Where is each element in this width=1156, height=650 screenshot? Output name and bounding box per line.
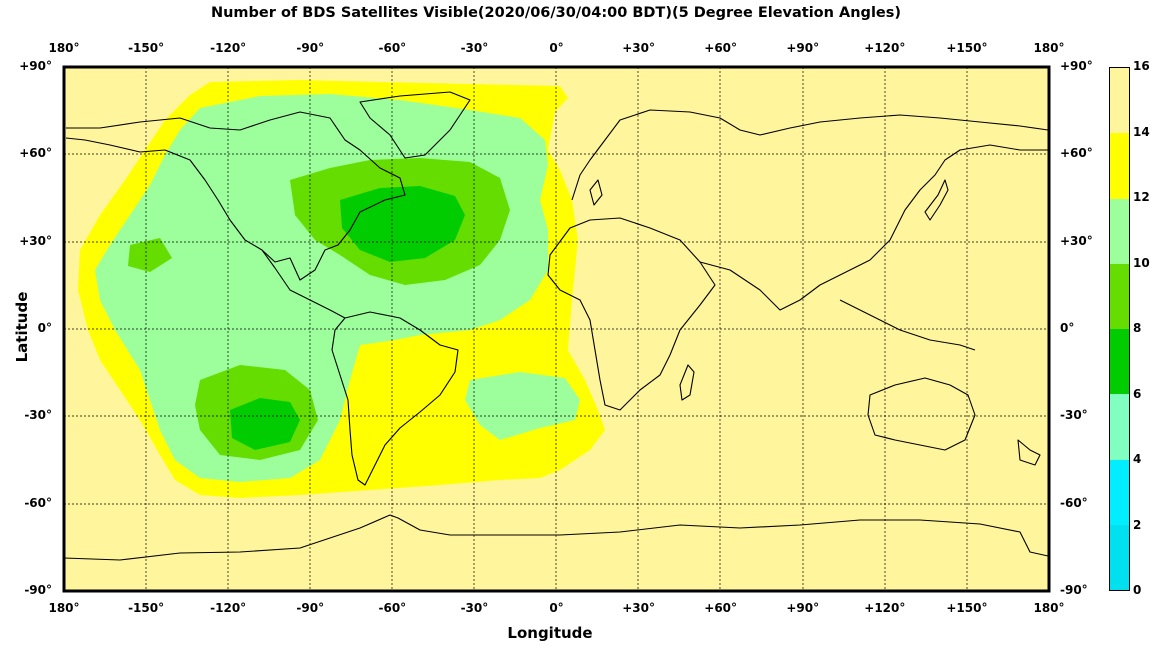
lon-tick-top: +60°: [704, 41, 738, 55]
colorbar-tick: 0: [1133, 583, 1142, 597]
lon-tick-top: -30°: [460, 41, 489, 55]
region-6-8-south-pacific: [230, 398, 300, 450]
coast-greenland: [359, 91, 471, 159]
colorbar-tick: 4: [1133, 452, 1142, 466]
lon-tick-bottom: +120°: [864, 601, 906, 615]
graticule: [64, 67, 1049, 591]
lon-tick-top: 180°: [1033, 41, 1065, 55]
colorbar-segment: [1110, 459, 1129, 525]
lat-tick-left: +30°: [19, 233, 52, 248]
colorbar-segment: [1110, 524, 1129, 590]
lon-tick-bottom: -150°: [128, 601, 165, 615]
colorbar-segment: [1110, 394, 1129, 460]
lon-tick-bottom: +150°: [946, 601, 988, 615]
coast-southeast-asia: [839, 299, 976, 351]
lat-tick-right: 0°: [1060, 321, 1075, 335]
colorbar-segment: [1110, 68, 1129, 134]
lon-tick-bottom: +30°: [622, 601, 655, 615]
colorbar-segment: [1110, 133, 1129, 199]
coast-japan: [924, 179, 949, 221]
colorbar-tick: 16: [1133, 59, 1150, 73]
colorbar-tick: 12: [1133, 190, 1150, 204]
coast-asia: [699, 144, 1048, 311]
lat-tick-right: +30°: [1060, 233, 1093, 248]
lat-tick-left: +90°: [19, 59, 52, 73]
lat-tick-left: -60°: [24, 495, 52, 510]
lon-tick-top: 0°: [549, 41, 564, 55]
lon-tick-top: -90°: [296, 41, 325, 55]
lon-tick-bottom: -120°: [210, 601, 247, 615]
region-8-10-pacific-west: [128, 238, 172, 272]
coast-europe: [571, 109, 1049, 201]
lon-tick-bottom: -30°: [460, 601, 489, 615]
lon-tick-bottom: 180°: [1033, 601, 1065, 615]
coast-australia: [867, 377, 976, 451]
colorbar-segment: [1110, 263, 1129, 329]
lon-tick-bottom: +60°: [704, 601, 738, 615]
lon-tick-top: -120°: [210, 41, 247, 55]
lat-tick-right: -90°: [1060, 583, 1088, 597]
x-axis-label: Longitude: [507, 624, 593, 642]
lon-tick-bottom: -90°: [296, 601, 325, 615]
lon-tick-top: +120°: [864, 41, 906, 55]
map-title: Number of BDS Satellites Visible(2020/06…: [210, 5, 902, 21]
lon-tick-bottom: +90°: [786, 601, 820, 615]
lon-tick-bottom: 0°: [549, 601, 564, 615]
lon-tick-top: +150°: [946, 41, 988, 55]
colorbar: [1109, 67, 1130, 591]
lat-tick-left: -90°: [24, 583, 52, 597]
map-frame: [62, 65, 1051, 593]
lon-tick-bottom: -60°: [378, 601, 407, 615]
colorbar-tick: 10: [1133, 255, 1150, 270]
colorbar-tick: 6: [1133, 386, 1142, 401]
lon-tick-top: 180°: [48, 41, 80, 55]
colorbar-tick: 14: [1133, 124, 1150, 139]
lat-tick-left: 0°: [37, 321, 52, 335]
coast-uk: [589, 179, 603, 206]
lon-tick-top: +30°: [622, 41, 655, 55]
colorbar-segment: [1110, 198, 1129, 264]
coast-north-america: [65, 111, 406, 281]
lon-tick-bottom: 180°: [48, 601, 80, 615]
lat-tick-right: -30°: [1060, 408, 1088, 423]
coast-madagascar: [679, 364, 695, 401]
lon-tick-top: +90°: [786, 41, 820, 55]
coast-africa: [547, 217, 716, 411]
lat-tick-right: +90°: [1060, 59, 1093, 73]
region-10-12-south-atlantic: [465, 372, 580, 440]
lon-tick-top: -150°: [128, 41, 165, 55]
lon-tick-top: -60°: [378, 41, 407, 55]
coast-antarctica: [64, 514, 1049, 561]
lat-tick-left: -30°: [24, 408, 52, 423]
region-6-8-north-atlantic: [340, 186, 465, 262]
coast-central-america: [261, 249, 346, 319]
lat-tick-right: -60°: [1060, 495, 1088, 510]
coast-new-zealand: [1017, 439, 1041, 466]
colorbar-tick: 2: [1133, 517, 1142, 532]
lat-tick-left: +60°: [19, 146, 52, 161]
coast-south-america: [331, 311, 459, 486]
colorbar-segment: [1110, 329, 1129, 395]
coastlines: [64, 91, 1049, 561]
lat-tick-right: +60°: [1060, 146, 1093, 161]
colorbar-tick: 8: [1133, 321, 1142, 335]
